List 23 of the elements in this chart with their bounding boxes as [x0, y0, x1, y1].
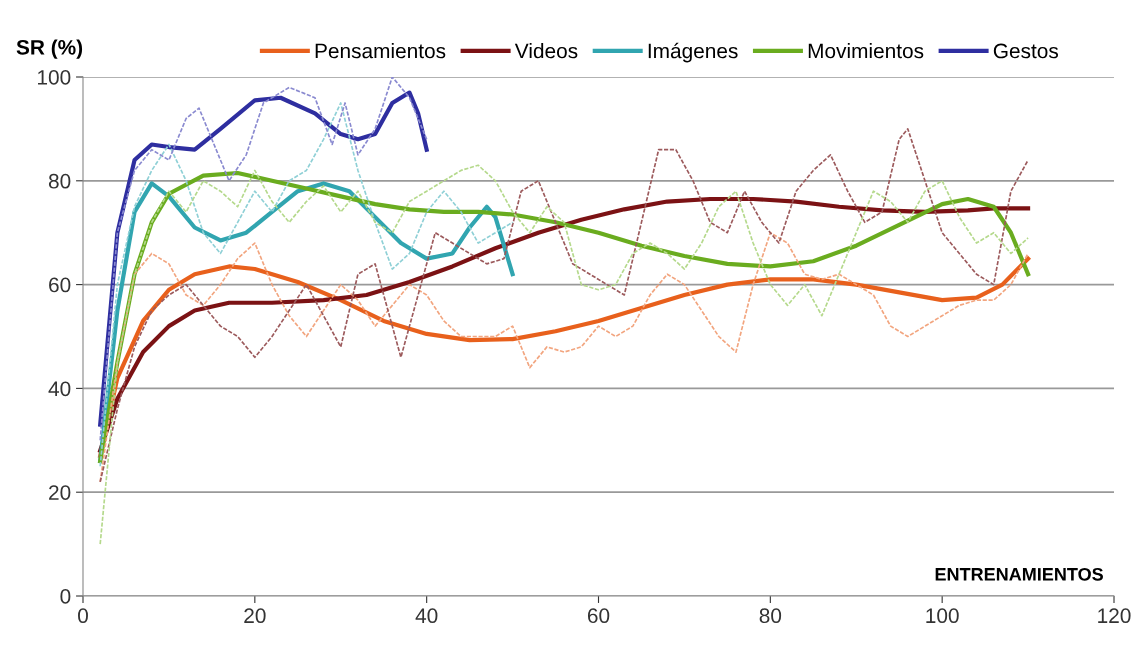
legend-label: Pensamientos — [315, 43, 446, 59]
x-tick-label: 100 — [926, 608, 959, 624]
y-tick-label: 100 — [38, 70, 71, 85]
legend-label: Gestos — [993, 43, 1059, 59]
x-tick-label: 40 — [415, 608, 438, 624]
y-tick-label: 20 — [49, 485, 71, 500]
legend-label: Videos — [514, 43, 578, 59]
x-tick-label: 120 — [1098, 608, 1131, 624]
x-tick-label: 80 — [759, 608, 782, 624]
legend-label: Imágenes — [648, 42, 738, 63]
y-tick-label: 0 — [60, 589, 71, 604]
x-tick-label: 0 — [78, 608, 88, 624]
y-tick-label: 60 — [49, 277, 71, 293]
x-tick-label: 60 — [587, 608, 610, 624]
line-series — [99, 164, 1029, 545]
y-axis-title: SR (%) — [16, 39, 83, 59]
x-axis-title: ENTRENAMIENTOS — [935, 567, 1103, 581]
legend-label: Movimientos — [808, 43, 924, 59]
line-series — [99, 128, 1029, 483]
x-tick-label: 20 — [244, 608, 266, 624]
line-series — [99, 102, 514, 468]
y-tick-label: 40 — [48, 381, 71, 397]
y-tick-label: 80 — [48, 173, 71, 189]
